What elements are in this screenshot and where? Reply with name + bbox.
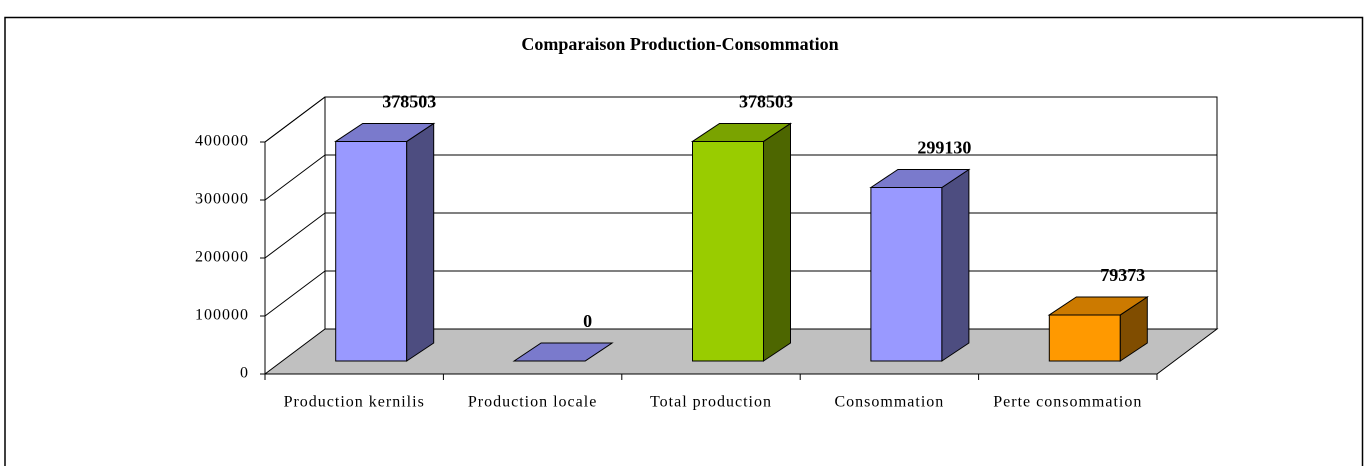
bar-top [869, 169, 971, 189]
bar-top [1047, 296, 1149, 316]
data-label: 299130 [917, 138, 971, 158]
bar [870, 187, 943, 362]
data-label: 378503 [739, 92, 793, 112]
data-label: 0 [583, 311, 592, 331]
y-tick-label: 200000 [195, 249, 249, 266]
data-label: 378503 [382, 92, 436, 112]
x-tick-label: Total production [650, 394, 772, 411]
y-tick-label: 100000 [195, 307, 249, 324]
x-tick-label: Production locale [468, 394, 597, 411]
bar-top [512, 342, 614, 362]
y-tick-label: 300000 [195, 191, 249, 208]
bar [335, 140, 408, 362]
bar-side [406, 122, 435, 362]
bar-top [690, 122, 793, 142]
grid-line [264, 270, 326, 317]
grid-line [264, 212, 326, 259]
bar-side [941, 168, 970, 362]
grid-line [264, 96, 326, 143]
x-tick-label: Production kernilis [284, 394, 425, 411]
data-label: 79373 [1100, 265, 1145, 285]
bar [692, 140, 764, 362]
bar [1048, 314, 1121, 362]
bar-top [334, 122, 436, 142]
grid-line [264, 154, 326, 201]
bar-side [763, 122, 791, 362]
chart-border [4, 16, 1364, 466]
y-tick-label: 400000 [195, 133, 249, 150]
y-tick-label: 0 [240, 365, 249, 382]
x-tick-label: Perte consommation [993, 394, 1142, 411]
chart-title: Comparaison Production-Consommation [521, 34, 838, 54]
x-tick-label: Consommation [835, 394, 945, 411]
